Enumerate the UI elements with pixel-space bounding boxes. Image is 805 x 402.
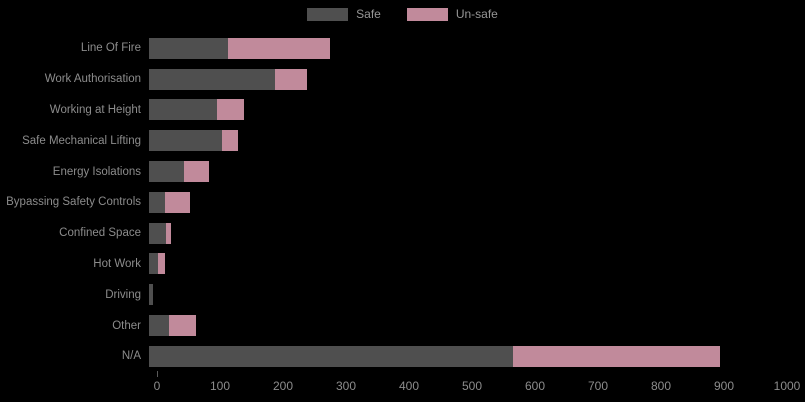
category-label: Other (112, 319, 141, 332)
x-axis-zero-tick (157, 371, 158, 377)
x-axis-tick-label: 500 (461, 379, 483, 393)
legend-label: Safe (356, 7, 381, 21)
category-label: Energy Isolations (52, 165, 141, 178)
x-axis-tick-label: 0 (153, 379, 161, 393)
legend-item-safe[interactable]: Safe (307, 7, 381, 21)
category-label: Bypassing Safety Controls (6, 196, 141, 209)
x-axis-tick-label: 900 (713, 379, 735, 393)
bar-segment-safe[interactable] (149, 222, 166, 244)
bar-segment-un-safe[interactable] (222, 130, 239, 152)
x-axis: 0 100 200 300 400 500 600 700 800 900 1000 (0, 379, 805, 395)
bar-segment-un-safe[interactable] (157, 253, 165, 275)
chart-rows: Line Of Fire Work Authorisation Working at… (0, 33, 805, 372)
chart-row: Working at Height (0, 95, 805, 126)
bar-track (149, 315, 196, 337)
bar-segment-safe[interactable] (149, 253, 158, 275)
category-label: Safe Mechanical Lifting (22, 134, 141, 147)
category-label: Driving (105, 288, 141, 301)
bar-segment-un-safe[interactable] (169, 315, 196, 337)
x-axis-tick-label: 800 (650, 379, 672, 393)
chart-row: Driving (0, 279, 805, 310)
bar-track (149, 222, 171, 244)
chart-row: Other (0, 310, 805, 341)
x-axis-tick-label: 700 (587, 379, 609, 393)
chart-legend: Safe Un-safe (0, 7, 805, 21)
bar-segment-safe[interactable] (149, 161, 185, 183)
chart-row: Work Authorisation (0, 64, 805, 95)
bar-segment-un-safe[interactable] (512, 345, 720, 367)
bar-segment-safe[interactable] (149, 345, 513, 367)
chart-row: Energy Isolations (0, 156, 805, 187)
x-axis-tick-label: 600 (524, 379, 546, 393)
bar-segment-un-safe[interactable] (217, 99, 244, 121)
bar-segment-safe[interactable] (149, 191, 165, 213)
bar-track (149, 253, 165, 275)
bar-segment-safe[interactable] (149, 99, 217, 121)
bar-segment-un-safe[interactable] (275, 68, 307, 90)
bar-track (149, 130, 239, 152)
x-axis-tick-label: 400 (398, 379, 420, 393)
bar-track (149, 99, 244, 121)
bar-track (149, 161, 209, 183)
category-label: Confined Space (59, 227, 141, 240)
bar-segment-safe[interactable] (149, 68, 275, 90)
bar-segment-safe[interactable] (149, 315, 170, 337)
legend-item-un-safe[interactable]: Un-safe (406, 7, 498, 21)
bar-track (149, 345, 720, 367)
bar-track (149, 191, 190, 213)
bar-segment-un-safe[interactable] (184, 161, 209, 183)
chart-row: Line Of Fire (0, 33, 805, 64)
bar-track (149, 37, 330, 59)
category-label: Working at Height (49, 103, 141, 116)
legend-swatch (307, 7, 349, 21)
chart-row: Confined Space (0, 218, 805, 249)
x-axis-tick-label: 100 (209, 379, 231, 393)
bar-segment-safe[interactable] (149, 284, 153, 306)
bar-segment-safe[interactable] (149, 37, 228, 59)
x-axis-tick-label: 200 (272, 379, 294, 393)
chart-row: N/A (0, 341, 805, 372)
category-label: Hot Work (93, 257, 141, 270)
legend-label: Un-safe (455, 7, 498, 21)
chart-row: Hot Work (0, 249, 805, 280)
x-axis-tick-label: 300 (335, 379, 357, 393)
category-label: Work Authorisation (44, 73, 141, 86)
x-axis-tick-label: 1000 (773, 379, 801, 393)
chart-row: Bypassing Safety Controls (0, 187, 805, 218)
bar-track (149, 284, 153, 306)
bar-track (149, 68, 307, 90)
category-label: Line Of Fire (80, 42, 141, 55)
bar-segment-un-safe[interactable] (166, 222, 171, 244)
bar-segment-un-safe[interactable] (227, 37, 330, 59)
bar-segment-un-safe[interactable] (164, 191, 190, 213)
chart-row: Safe Mechanical Lifting (0, 125, 805, 156)
legend-swatch (406, 7, 448, 21)
bar-segment-safe[interactable] (149, 130, 223, 152)
category-label: N/A (121, 350, 141, 363)
